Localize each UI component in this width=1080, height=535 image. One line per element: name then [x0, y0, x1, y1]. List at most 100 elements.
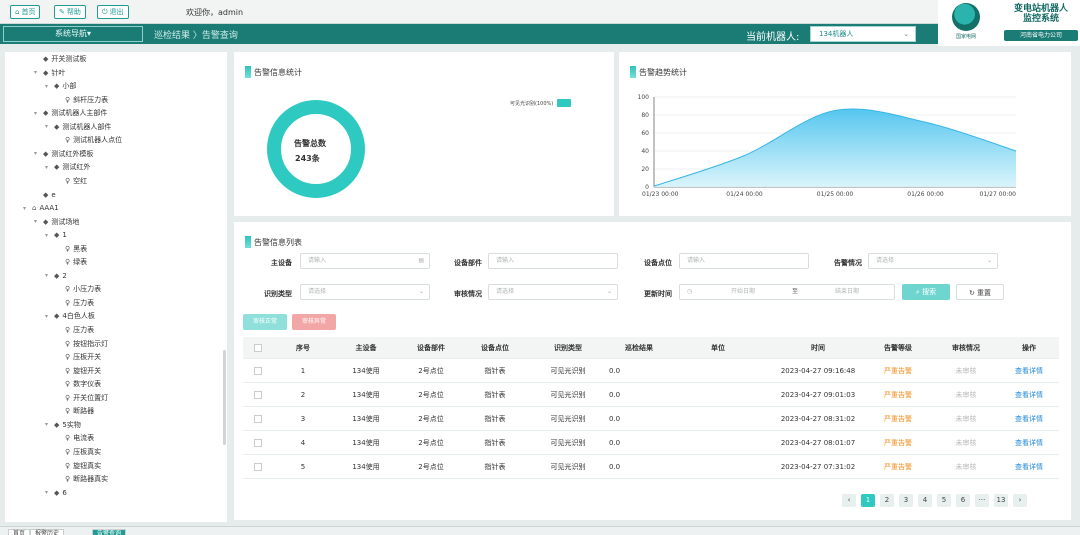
cell-op[interactable]: 查看详情: [1015, 390, 1043, 399]
tree-node[interactable]: ▾ ◆ 测试红外: [45, 161, 90, 173]
search-button[interactable]: ⌕ 搜索: [902, 284, 950, 300]
power-icon: ⏻: [102, 8, 108, 16]
expand-arrow-icon[interactable]: ▾: [45, 421, 49, 429]
tree-node[interactable]: ▾ ◆ 4白色人板: [45, 310, 95, 322]
expand-arrow-icon[interactable]: ▾: [34, 218, 38, 226]
tree-node[interactable]: ▾ ◆ 测试红外模板: [34, 148, 93, 160]
tree-node[interactable]: ▾ ◆ 测试机器人主部件: [34, 107, 107, 119]
tree-node[interactable]: ◆ 开关测试板: [34, 53, 86, 65]
tree-node[interactable]: ▾ ◆ 测试场地: [34, 216, 79, 228]
expand-arrow-icon[interactable]: ▾: [34, 69, 38, 77]
expand-arrow-icon[interactable]: ▾: [34, 109, 38, 117]
page-button[interactable]: 6: [956, 494, 970, 507]
tree-node[interactable]: ♀ 旋钮真实: [56, 460, 101, 472]
date-range-picker[interactable]: ◷ 开始日期 至 结束日期: [679, 284, 895, 300]
tree-node[interactable]: ♀ 旋钮开关: [56, 365, 101, 377]
tree-node[interactable]: ♀ 开关位置灯: [56, 392, 108, 404]
tree-node[interactable]: ♀ 绿表: [56, 256, 87, 268]
tree-node[interactable]: ♀ 压力表: [56, 324, 94, 336]
row-checkbox[interactable]: [254, 462, 262, 471]
row-checkbox[interactable]: [254, 390, 262, 399]
device-part-input[interactable]: 请输入: [488, 253, 618, 269]
cell-op[interactable]: 查看详情: [1015, 462, 1043, 471]
tree-node[interactable]: ▾ ◆ 2: [45, 270, 67, 282]
expand-arrow-icon[interactable]: ▾: [45, 163, 49, 171]
expand-arrow-icon[interactable]: ▾: [23, 204, 27, 212]
expand-arrow-icon[interactable]: ▾: [45, 231, 49, 239]
page-button[interactable]: 1: [861, 494, 875, 507]
tree-node[interactable]: ▾ ◆ 5实物: [45, 419, 81, 431]
main-device-input[interactable]: 请输入 ▤: [300, 253, 430, 269]
tree-node[interactable]: ▾ ◆ 1: [45, 229, 67, 241]
device-icon: ◆: [43, 55, 49, 63]
tree-node[interactable]: ♀ 小压力表: [56, 283, 101, 295]
robot-select[interactable]: 134机器人 ⌄: [810, 26, 916, 42]
page-button[interactable]: 2: [880, 494, 894, 507]
x-tick-label: 01/24 00:00: [726, 191, 763, 198]
chevron-down-icon: ⌄: [418, 288, 424, 295]
point-icon: ♀: [65, 434, 71, 443]
tree-node[interactable]: ▾ ⌂ AAA1: [23, 202, 59, 214]
end-date-input[interactable]: 结束日期: [834, 288, 859, 295]
expand-arrow-icon[interactable]: ▾: [45, 489, 49, 497]
cell-op[interactable]: 查看详情: [1015, 414, 1043, 423]
cell-point: 指针表: [484, 438, 506, 447]
audit-status-select[interactable]: 请选择 ⌄: [488, 284, 618, 300]
expand-arrow-icon[interactable]: ▾: [45, 272, 49, 280]
tree-node[interactable]: ♀ 压力表: [56, 297, 94, 309]
tree-node[interactable]: ♀ 数字仪表: [56, 378, 101, 390]
tree-node[interactable]: ♀ 压板真实: [56, 446, 101, 458]
tree-node[interactable]: ▾ ◆ 测试机器人部件: [45, 121, 111, 133]
recog-type-select[interactable]: 请选择 ⌄: [300, 284, 430, 300]
bottom-tab[interactable]: 首页: [8, 529, 31, 535]
device-point-input[interactable]: 请输入: [679, 253, 809, 269]
tree-node[interactable]: ▾ ◆ 针叶: [34, 67, 65, 79]
audit-normal-button[interactable]: 审核正常: [243, 314, 287, 330]
tree-node[interactable]: ♀ 按钮指示灯: [56, 338, 108, 350]
page-button[interactable]: 4: [918, 494, 932, 507]
tree-node[interactable]: ♀ 黑表: [56, 243, 87, 255]
tree-node[interactable]: ♀ 压板开关: [56, 351, 101, 363]
row-checkbox[interactable]: [254, 366, 262, 375]
tree-node[interactable]: ♀ 斜杆压力表: [56, 94, 108, 106]
start-date-input[interactable]: 开始日期: [730, 288, 755, 295]
next-page-button[interactable]: ›: [1013, 494, 1027, 507]
home-button[interactable]: ⌂ 首页: [10, 5, 41, 19]
row-checkbox[interactable]: [254, 438, 262, 447]
tree-node-label: 空红: [73, 176, 88, 185]
expand-arrow-icon[interactable]: ▾: [45, 312, 49, 320]
tree-scrollbar[interactable]: [223, 350, 226, 445]
page-button[interactable]: 5: [937, 494, 951, 507]
cell-op[interactable]: 查看详情: [1015, 366, 1043, 375]
expand-arrow-icon[interactable]: ▾: [45, 82, 49, 90]
tree-node[interactable]: ♀ 空红: [56, 175, 87, 187]
tree-node[interactable]: ◆ e: [34, 189, 56, 201]
prev-page-button[interactable]: ‹: [842, 494, 856, 507]
column-header: 告警等级: [884, 343, 912, 352]
column-header: 巡检结果: [625, 343, 653, 352]
page-ellipsis[interactable]: ···: [975, 494, 989, 507]
last-page-button[interactable]: 13: [994, 494, 1008, 507]
tree-node[interactable]: ▾ ◆ 6: [45, 487, 67, 499]
tree-node[interactable]: ▾ ◆ 小部: [45, 80, 76, 92]
cell-result: 0.0: [609, 438, 621, 447]
alarm-status-select[interactable]: 请选择 ⌄: [868, 253, 998, 269]
bottom-tab[interactable]: 报警历史: [30, 529, 65, 535]
tree-node[interactable]: ♀ 断路器真实: [56, 473, 108, 485]
reset-button[interactable]: ↻ 重置: [956, 284, 1004, 300]
audit-abnormal-button[interactable]: 审核异常: [292, 314, 336, 330]
logout-button[interactable]: ⏻ 退出: [97, 5, 129, 19]
tree-node-label: 压力表: [73, 326, 95, 334]
tree-node[interactable]: ♀ 电流表: [56, 432, 94, 444]
bottom-tab[interactable]: 告警查询: [92, 529, 127, 535]
cell-op[interactable]: 查看详情: [1015, 438, 1043, 447]
expand-arrow-icon[interactable]: ▾: [34, 150, 38, 158]
row-checkbox[interactable]: [254, 414, 262, 423]
expand-arrow-icon[interactable]: ▾: [45, 123, 49, 131]
tree-node[interactable]: ♀ 断路器: [56, 405, 94, 417]
page-button[interactable]: 3: [899, 494, 913, 507]
help-button[interactable]: ✎ 帮助: [54, 5, 86, 19]
system-nav-dropdown[interactable]: 系统导航▾: [3, 26, 143, 42]
select-all-checkbox[interactable]: [254, 343, 262, 352]
tree-node[interactable]: ♀ 测试机器人点位: [56, 134, 122, 146]
